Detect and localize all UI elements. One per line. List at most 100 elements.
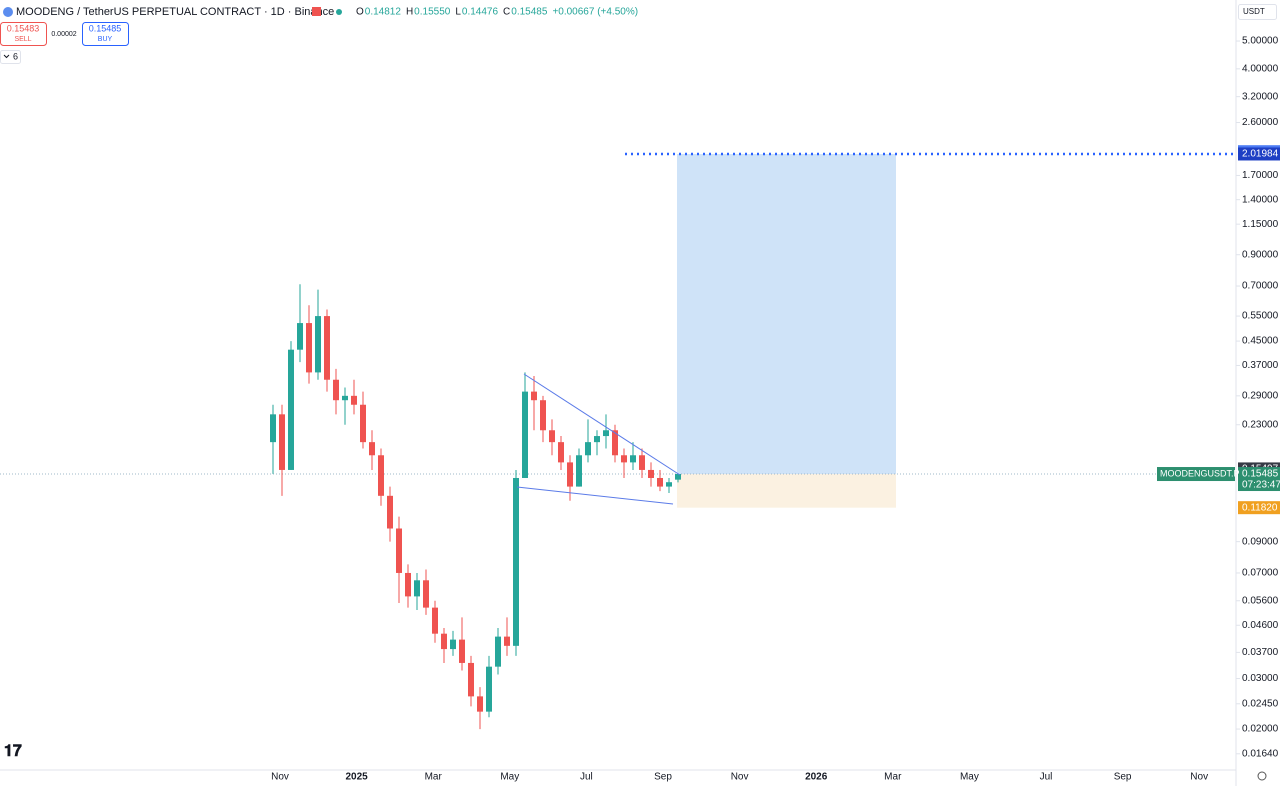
- price-tick-label: 0.37000: [1242, 360, 1279, 371]
- ohlc-key: H: [406, 7, 413, 18]
- candle-body: [441, 633, 447, 650]
- ohlc-value: 0.14812: [365, 7, 402, 18]
- tv-logo: 𝟏𝟕: [4, 743, 22, 760]
- candle-body: [522, 391, 528, 478]
- chevron: [3, 54, 10, 59]
- indicators-count: 6: [13, 51, 18, 61]
- price-tick-label: 0.02450: [1242, 698, 1279, 709]
- currency: USDT: [1243, 7, 1265, 16]
- ohlc-value: 0.15485: [511, 7, 548, 18]
- candle-body: [468, 662, 474, 697]
- candle-body: [324, 316, 330, 380]
- time-label: Sep: [654, 772, 672, 783]
- trendline-upper: [523, 373, 681, 476]
- target-tag: 2.01984: [1242, 149, 1279, 160]
- ohlc-key: L: [455, 7, 461, 18]
- price-tick-label: 0.55000: [1242, 311, 1279, 322]
- currency-button[interactable]: [1238, 4, 1277, 20]
- price-tick-label: 4.00000: [1242, 63, 1279, 74]
- candle-body: [396, 528, 402, 573]
- time-label: Nov: [731, 772, 749, 783]
- ohlc-key: C: [503, 7, 510, 18]
- candle-body: [288, 349, 294, 470]
- time-label: Nov: [271, 772, 289, 783]
- price-tick-label: 0.09000: [1242, 536, 1279, 547]
- candle-body: [414, 580, 420, 597]
- entry-tag: 0.15485: [1242, 469, 1279, 480]
- price-tick-label: 0.29000: [1242, 390, 1279, 401]
- candle-body: [513, 477, 519, 646]
- candle-body: [342, 395, 348, 401]
- status-dot: [336, 9, 342, 15]
- price-tick-label: 1.15000: [1242, 219, 1279, 230]
- price-tick-label: 0.70000: [1242, 281, 1279, 292]
- candle-body: [648, 469, 654, 478]
- candle-body: [477, 696, 483, 712]
- price-tick-label: 0.90000: [1242, 249, 1279, 260]
- price-tick-label: 0.04600: [1242, 620, 1279, 631]
- time-label: Nov: [1190, 772, 1208, 783]
- time-label: 2025: [345, 772, 368, 783]
- buy-button[interactable]: [82, 22, 129, 46]
- candle-body: [423, 580, 429, 608]
- time-label: May: [500, 772, 519, 783]
- candle-body: [495, 636, 501, 667]
- plot: [0, 152, 1236, 730]
- price-tick-label: 0.01640: [1242, 748, 1279, 759]
- stop-tag-bg: [1238, 501, 1280, 515]
- candle-body: [585, 442, 591, 456]
- candle-body: [621, 455, 627, 463]
- stop-zone: [677, 474, 896, 508]
- settings-icon[interactable]: [1257, 771, 1267, 781]
- candle-body: [540, 400, 546, 431]
- candle-body: [387, 495, 393, 529]
- candle-body: [333, 379, 339, 401]
- target-tag-bg: [1238, 147, 1280, 161]
- time-label: 2026: [805, 772, 828, 783]
- candle-body: [675, 473, 681, 480]
- symbol-tag: MOODENGUSDT.P: [1160, 468, 1240, 478]
- time-label: Jul: [580, 772, 593, 783]
- candle-body: [369, 442, 375, 456]
- candle-body: [297, 323, 303, 350]
- candle-body: [639, 455, 645, 470]
- time-label: May: [960, 772, 979, 783]
- price-tick-label: 0.23000: [1242, 419, 1279, 430]
- candle-body: [306, 323, 312, 373]
- sell-label: SELL: [14, 36, 31, 43]
- candle-body: [576, 455, 582, 487]
- candle-body: [594, 436, 600, 443]
- trendline-lower: [516, 486, 674, 505]
- candle-body: [459, 639, 465, 663]
- price-tick-label: 2.60000: [1242, 117, 1279, 128]
- price-tick-label: 0.05600: [1242, 595, 1279, 606]
- price-tick-label: 0.02000: [1242, 724, 1279, 735]
- ohlc-key: O: [356, 7, 364, 18]
- indicators-toggle[interactable]: [0, 50, 21, 64]
- price-tick-label: 3.20000: [1242, 91, 1279, 102]
- candle-body: [432, 607, 438, 634]
- time-label: Mar: [425, 772, 443, 783]
- ohlc: O 0.14812 H 0.15550 L 0.14476 C 0.15485 +0.00667…: [356, 7, 638, 18]
- candle-body: [558, 442, 564, 463]
- candle-body: [378, 455, 384, 496]
- countdown: 07:23:47: [1242, 480, 1280, 491]
- candle-body: [630, 455, 636, 463]
- symbol-tag-bg: [1157, 467, 1235, 482]
- candle-body: [360, 404, 366, 443]
- entry-tag-bg: [1238, 467, 1280, 492]
- time-label: Sep: [1114, 772, 1132, 783]
- sell-button[interactable]: [0, 22, 47, 46]
- spread: 0.00002: [51, 31, 76, 38]
- buy-label: BUY: [98, 36, 113, 43]
- ohlc-value: 0.14476: [462, 7, 499, 18]
- candle-body: [549, 430, 555, 443]
- price-tick-label: 1.70000: [1242, 170, 1279, 181]
- candle-body: [612, 430, 618, 456]
- sell-price: 0.15483: [7, 23, 40, 33]
- candle-body: [450, 639, 456, 650]
- target-zone: [677, 153, 896, 475]
- candle-body: [315, 316, 321, 373]
- price-tick-label: 0.45000: [1242, 336, 1279, 347]
